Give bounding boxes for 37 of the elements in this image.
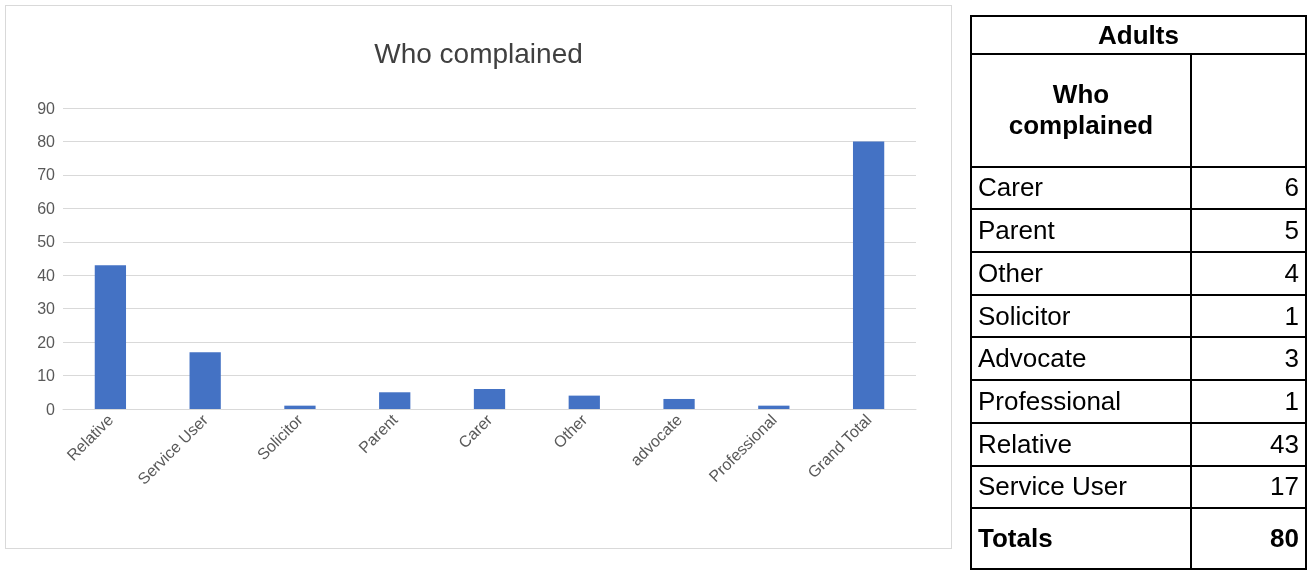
data-label: 3 [1191,337,1307,381]
bar [568,395,600,409]
bar [852,141,885,409]
chart-title: Who complained [374,37,583,69]
text: Who complained [971,54,1191,167]
y-tick-label: 20 [37,333,56,351]
y-tick-label: 90 [37,99,56,117]
y-tick-label: 40 [37,266,56,284]
data-label: 43 [1191,422,1307,466]
y-tick-label: 60 [37,199,56,217]
y-tick-label: 80 [37,132,56,150]
category-label: Solicitor [971,294,1191,338]
data-label: 5 [1191,209,1307,252]
data-label: 80 [1191,508,1307,569]
y-tick-label: 10 [37,367,56,385]
y-tick-label: 0 [46,400,56,418]
bar [284,405,316,409]
bar [94,265,127,409]
data-label: 1 [1191,294,1307,338]
bar [473,388,506,409]
text: Adults [971,16,1307,55]
y-tick-label: 30 [37,300,56,318]
category-label: Advocate [971,337,1191,381]
data-label: 1 [1191,380,1307,423]
data-label: 4 [1191,252,1307,295]
bar [189,352,221,409]
bar [379,392,411,409]
bar [663,398,695,409]
y-tick-label: 50 [37,233,56,251]
category-label: Parent [971,209,1191,252]
category-label: Other [971,252,1191,295]
category-label: Professional [971,380,1191,423]
y-tick-label: 70 [37,166,56,184]
data-label: 17 [1191,465,1307,509]
category-label: Totals [971,508,1191,569]
category-label: Carer [971,166,1191,210]
data-label: 6 [1191,166,1307,210]
